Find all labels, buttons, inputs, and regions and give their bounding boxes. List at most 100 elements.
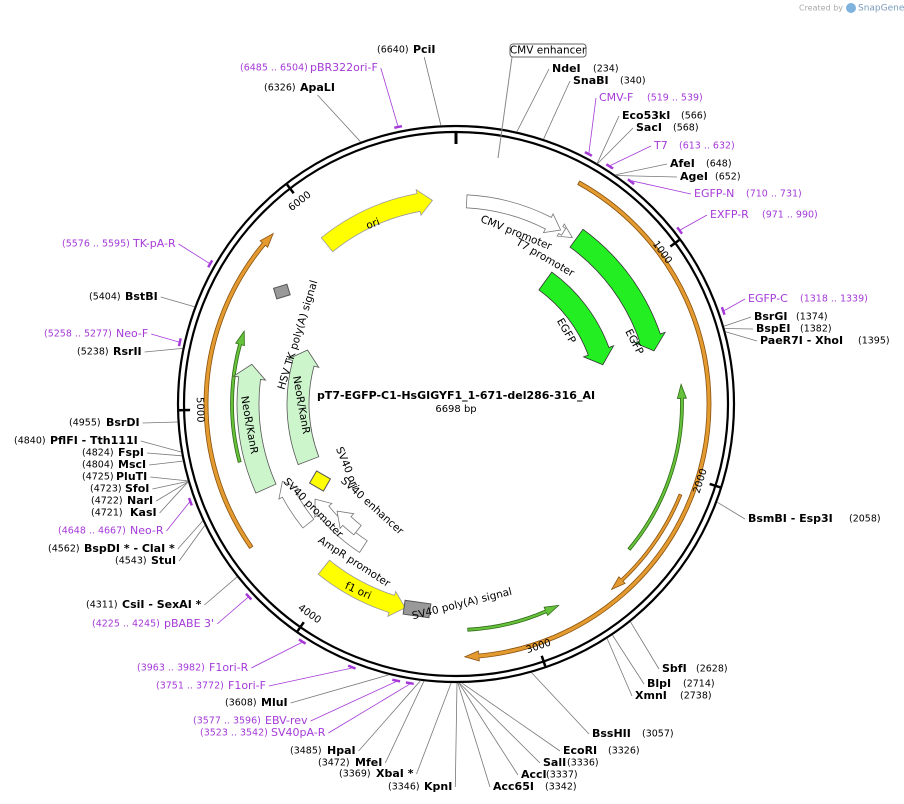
site-name: PflFI - Tth111I — [50, 434, 138, 447]
leader — [610, 145, 652, 166]
site-position: (1395) — [858, 336, 890, 347]
feature-arrow — [467, 604, 560, 632]
site-name: HpaI — [327, 744, 356, 757]
primer-range: (3963 .. 3982) — [137, 663, 205, 674]
feature-arrow — [286, 349, 320, 466]
site-position: (4722) — [91, 496, 123, 507]
site-name: PaeR7I - XhoI — [760, 334, 843, 347]
backbone — [176, 124, 736, 684]
site-position: (4723) — [90, 484, 122, 495]
watermark: Created by — [799, 4, 843, 13]
primer-range: (710 .. 731) — [746, 189, 802, 200]
site-position: (2058) — [849, 514, 881, 525]
site-position: (4543) — [115, 556, 147, 567]
leader — [459, 682, 541, 764]
leader — [615, 163, 668, 176]
primer-mark — [298, 638, 307, 645]
primer-range: (4225 .. 4245) — [92, 619, 160, 630]
primer-mark — [676, 226, 684, 235]
site-position: (4562) — [48, 544, 80, 555]
primer-name: TK-pA-R — [132, 237, 176, 250]
primer-mark — [605, 163, 614, 170]
site-name: BspEI — [756, 322, 790, 335]
feature-arrow — [610, 493, 683, 591]
leader — [454, 682, 458, 788]
leader — [423, 56, 442, 126]
primer-range: (3751 .. 3772) — [156, 681, 224, 692]
site-position: (3337) — [546, 770, 578, 781]
feature-arrow — [317, 559, 406, 618]
site-name: KpnI — [424, 780, 452, 793]
primer-range: (5576 .. 5595) — [62, 239, 130, 250]
site-position: (3369) — [339, 769, 371, 780]
site-name: BlpI — [647, 677, 671, 690]
leader — [716, 501, 746, 520]
site-position: (2628) — [696, 664, 728, 675]
site-position: (2738) — [680, 691, 712, 702]
site-position: (5404) — [89, 292, 121, 303]
ring-tick — [540, 655, 547, 667]
leader — [588, 97, 597, 154]
leader — [150, 476, 188, 482]
site-name: NarI — [127, 494, 153, 507]
primer-name: T7 — [653, 139, 668, 152]
site-name: AfeI — [670, 157, 695, 170]
site-position: (3608) — [225, 698, 257, 709]
primer-name: CMV-F — [599, 91, 633, 104]
leader — [631, 180, 692, 195]
leader — [149, 460, 183, 466]
primer-name: pBR322ori-F — [310, 61, 378, 74]
leader — [725, 331, 758, 342]
site-position: (4725) — [82, 472, 114, 483]
feature-label: ori — [365, 216, 382, 232]
site-name: MscI — [118, 458, 146, 471]
leader — [615, 175, 678, 178]
site-position: (1382) — [800, 324, 832, 335]
site-position: (3057) — [642, 729, 674, 740]
primer-name: SV40pA-R — [271, 726, 326, 739]
sv40-ori-box — [308, 470, 332, 492]
leader — [516, 68, 550, 132]
site-name: AccI — [521, 768, 547, 781]
primer-name: Neo-F — [116, 327, 148, 340]
primer-range: (971 .. 990) — [762, 210, 818, 221]
leader — [155, 481, 189, 502]
feature-arrow — [569, 228, 666, 352]
feature-arrow — [336, 510, 362, 536]
site-name: MfeI — [355, 756, 382, 769]
primer-name: F1ori-F — [228, 679, 266, 692]
site-name: KasI — [130, 506, 157, 519]
leader — [723, 316, 752, 327]
features — [203, 180, 712, 662]
ring-tick — [709, 482, 721, 489]
leader — [177, 520, 203, 550]
leader — [178, 243, 210, 264]
ring-tick — [669, 239, 680, 248]
site-position: (234) — [593, 64, 619, 75]
site-name: StuI — [151, 554, 176, 567]
primer-mark — [405, 681, 414, 686]
feature-arrow — [465, 194, 562, 234]
leader — [458, 682, 519, 776]
feature-arrow — [627, 382, 687, 551]
leader — [680, 214, 708, 231]
leader — [597, 127, 634, 164]
leader — [178, 525, 206, 562]
site-name: EcoRI — [563, 744, 597, 757]
site-name: FspI — [118, 446, 144, 459]
site-name: BspDI * - ClaI * — [84, 542, 175, 555]
leader — [140, 440, 182, 453]
ring-tick-label: 5000 — [194, 397, 206, 423]
feature-arrow — [463, 180, 712, 662]
site-position: (6326) — [264, 83, 296, 94]
primer-range: (3577 .. 3596) — [193, 716, 261, 727]
primer-mark — [720, 306, 726, 316]
leader — [328, 683, 410, 734]
leader — [724, 328, 754, 330]
leader — [290, 674, 390, 704]
site-name: NdeI — [552, 62, 581, 75]
leader — [457, 682, 491, 788]
leader — [384, 681, 425, 764]
leader — [461, 682, 561, 752]
